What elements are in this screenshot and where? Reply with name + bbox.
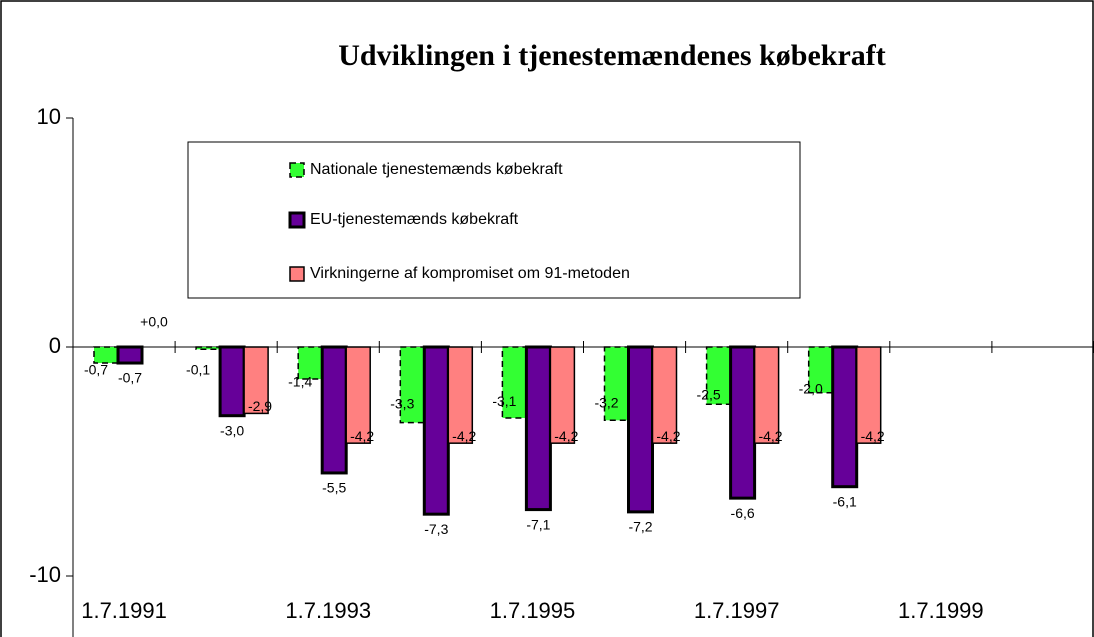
value-label: -3,2 bbox=[594, 394, 618, 410]
chart-title: Udviklingen i tjenestemændenes købekraft bbox=[338, 39, 886, 72]
value-label: +0,0 bbox=[140, 314, 168, 330]
value-label: -0,7 bbox=[84, 362, 108, 378]
value-label: -0,1 bbox=[186, 362, 210, 378]
value-label: -4,2 bbox=[861, 428, 885, 444]
bar bbox=[651, 346, 678, 444]
bar bbox=[243, 346, 269, 415]
bar bbox=[422, 345, 450, 516]
x-tick-label: 1.7.1993 bbox=[285, 598, 371, 623]
x-tick-label: 1.7.1995 bbox=[490, 598, 576, 623]
value-label: -7,2 bbox=[628, 519, 652, 535]
value-label: -2,5 bbox=[697, 386, 721, 402]
value-label: -4,2 bbox=[656, 428, 680, 444]
bar bbox=[447, 346, 474, 444]
value-label: -4,2 bbox=[758, 428, 782, 444]
value-label: -1,4 bbox=[288, 374, 312, 390]
bar bbox=[549, 346, 576, 444]
value-label: -7,3 bbox=[424, 521, 448, 537]
y-tick-label: 0 bbox=[49, 333, 61, 358]
bar bbox=[524, 345, 552, 512]
value-label: -3,1 bbox=[492, 393, 516, 409]
legend-swatch bbox=[289, 266, 305, 282]
value-label: -0,7 bbox=[118, 370, 142, 386]
y-tick-label: 10 bbox=[37, 104, 61, 129]
bar bbox=[320, 345, 348, 475]
bar bbox=[855, 346, 882, 444]
bar bbox=[345, 346, 371, 444]
bar bbox=[195, 346, 221, 351]
bar bbox=[627, 345, 654, 514]
bar bbox=[831, 345, 859, 489]
legend-label: Nationale tjenestemænds købekraft bbox=[310, 161, 563, 178]
value-label: -6,6 bbox=[731, 505, 755, 521]
value-label: -6,1 bbox=[833, 493, 857, 509]
bar bbox=[807, 346, 834, 394]
bar bbox=[729, 345, 757, 500]
value-label: -7,1 bbox=[526, 516, 550, 532]
bar bbox=[93, 346, 119, 364]
bar bbox=[501, 346, 528, 419]
bar bbox=[753, 346, 780, 444]
x-tick-label: 1.7.1997 bbox=[694, 598, 780, 623]
x-tick-label: 1.7.1991 bbox=[81, 598, 167, 623]
value-label: -2,0 bbox=[799, 381, 823, 397]
legend-label: Virkningerne af kompromiset om 91-metode… bbox=[310, 265, 630, 282]
value-label: -4,2 bbox=[350, 428, 374, 444]
value-label: -2,9 bbox=[248, 398, 272, 414]
legend-label: EU-tjenestemænds købekraft bbox=[310, 211, 519, 228]
bar bbox=[218, 345, 246, 418]
legend-swatch bbox=[288, 211, 306, 229]
x-tick-label: 1.7.1999 bbox=[898, 598, 984, 623]
value-label: -4,2 bbox=[554, 428, 578, 444]
y-tick-label: -10 bbox=[29, 562, 61, 587]
value-label: -3,0 bbox=[220, 422, 244, 438]
value-label: -5,5 bbox=[322, 480, 346, 496]
value-label: -4,2 bbox=[452, 428, 476, 444]
bar bbox=[116, 345, 144, 365]
value-label: -3,3 bbox=[390, 395, 414, 411]
legend-swatch bbox=[289, 162, 305, 178]
